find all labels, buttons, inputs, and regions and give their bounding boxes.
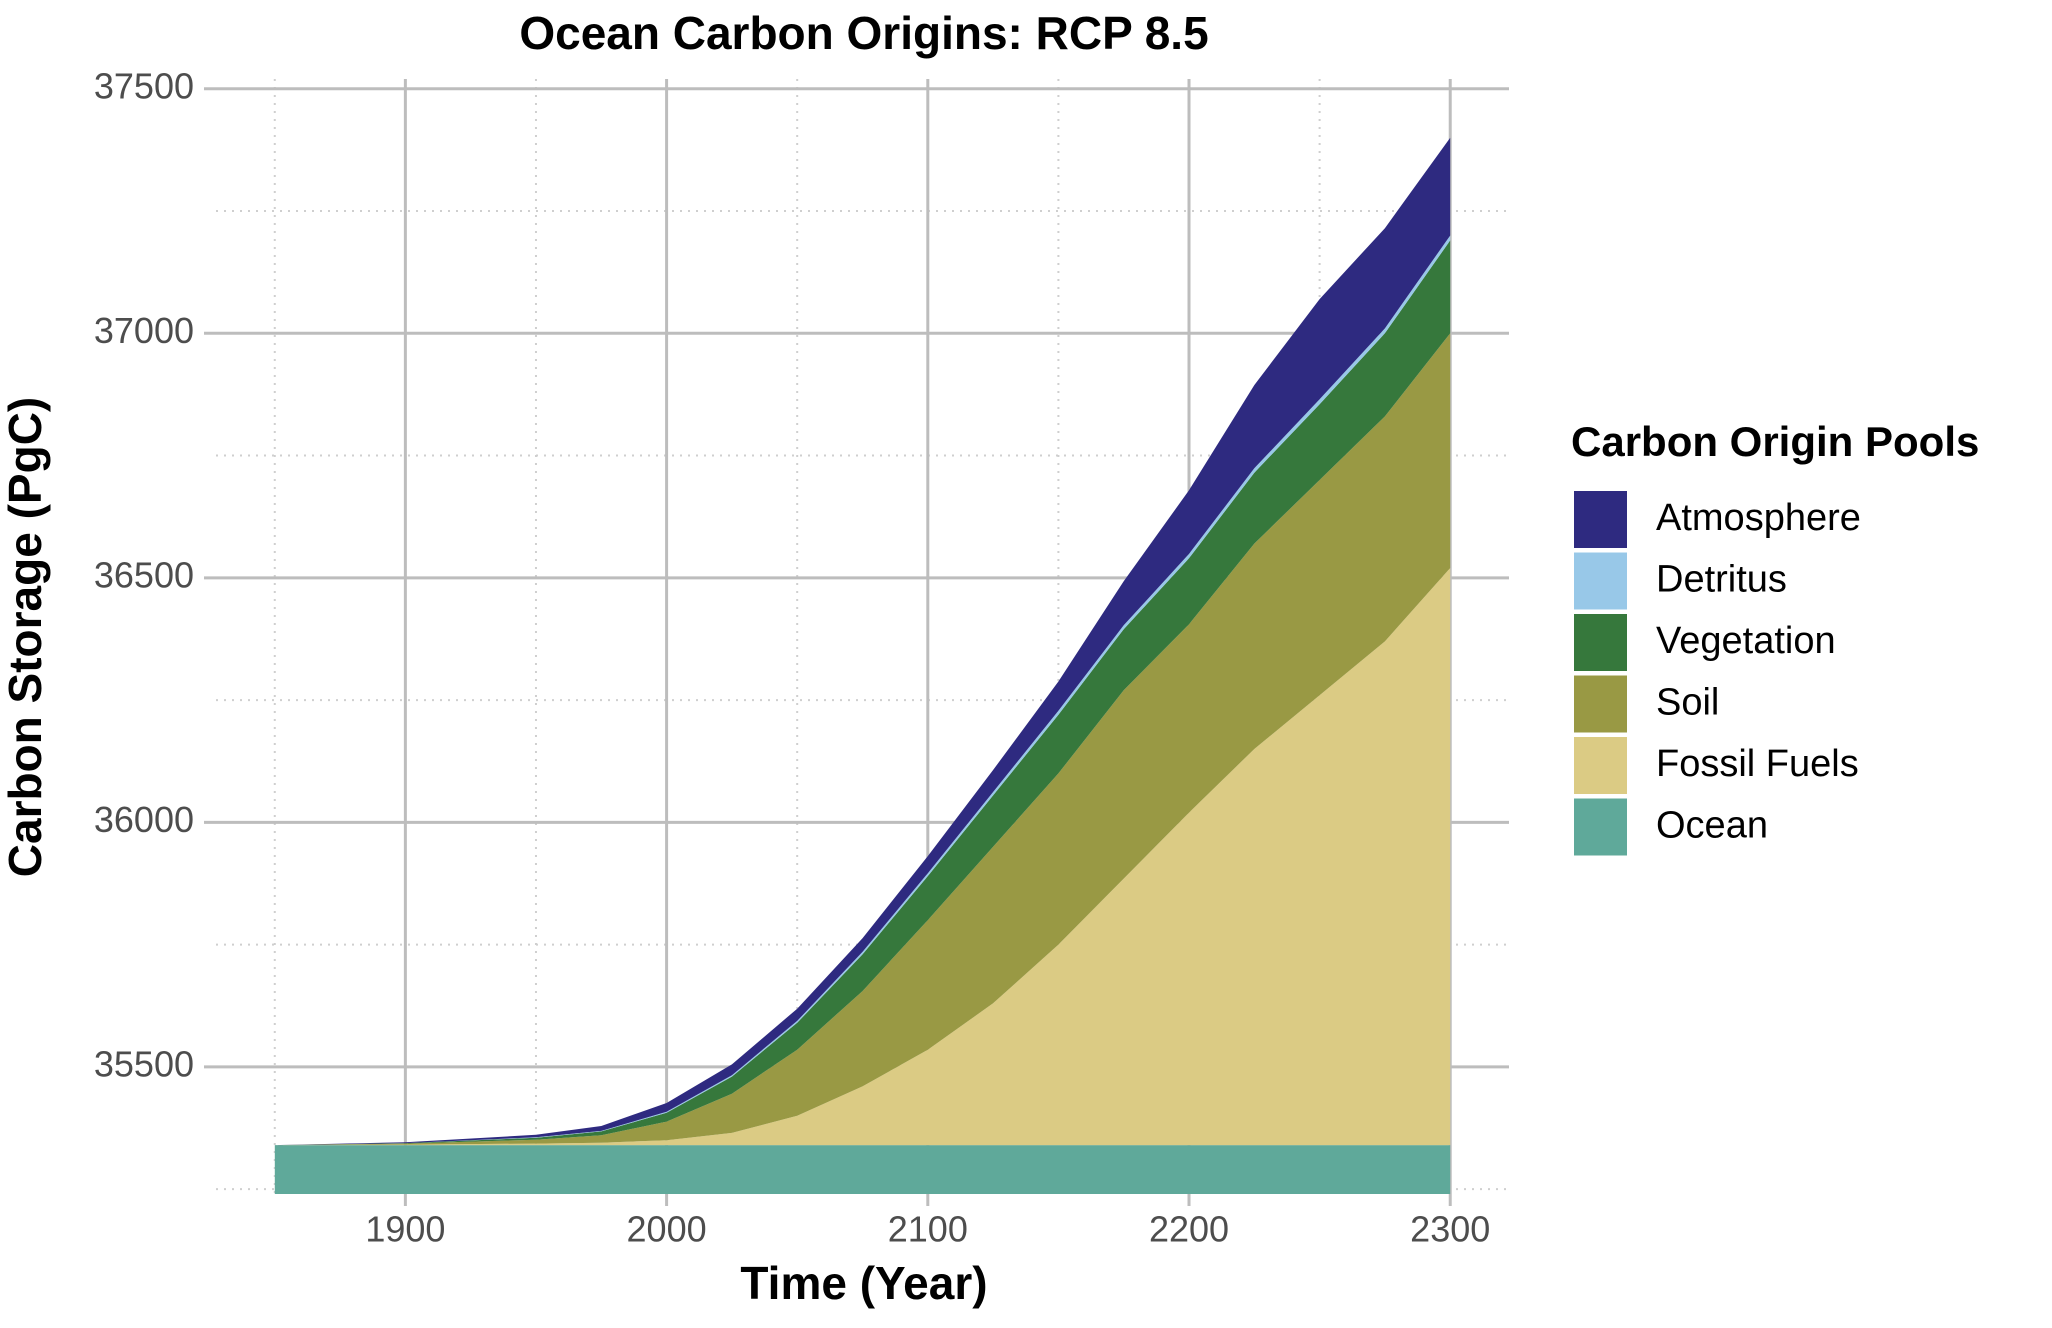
legend-label: Ocean xyxy=(1656,805,1768,847)
legend-key xyxy=(1572,489,1629,550)
x-tick-label: 1900 xyxy=(365,1209,445,1250)
legend-key xyxy=(1572,550,1629,612)
legend-key xyxy=(1572,673,1629,735)
y-tick-label: 35500 xyxy=(94,1043,194,1084)
y-tick-label: 37000 xyxy=(94,310,194,351)
legend-key xyxy=(1572,796,1629,858)
y-tick-label: 36500 xyxy=(94,554,194,595)
legend-key xyxy=(1572,612,1629,673)
y-tick-label: 37500 xyxy=(94,65,194,106)
y-axis-title: Carbon Storage (PgC) xyxy=(0,397,51,877)
legend-label: Atmosphere xyxy=(1656,497,1861,539)
x-tick-label: 2100 xyxy=(888,1209,968,1250)
legend-key xyxy=(1572,735,1629,796)
legend-label: Detritus xyxy=(1656,559,1787,601)
x-tick-label: 2000 xyxy=(627,1209,707,1250)
legend-label: Soil xyxy=(1656,682,1719,724)
x-tick-label: 2300 xyxy=(1410,1209,1490,1250)
chart-title: Ocean Carbon Origins: RCP 8.5 xyxy=(519,7,1208,59)
y-tick-label: 36000 xyxy=(94,799,194,840)
legend-label: Fossil Fuels xyxy=(1656,743,1859,785)
legend-title: Carbon Origin Pools xyxy=(1571,418,1979,465)
area xyxy=(274,568,1451,1146)
x-axis-title: Time (Year) xyxy=(740,1257,987,1309)
area xyxy=(274,333,1451,1146)
area xyxy=(274,240,1451,1146)
legend-label: Vegetation xyxy=(1656,620,1836,662)
area xyxy=(274,137,1451,1146)
area xyxy=(274,1145,1451,1194)
x-tick-label: 2200 xyxy=(1149,1209,1229,1250)
